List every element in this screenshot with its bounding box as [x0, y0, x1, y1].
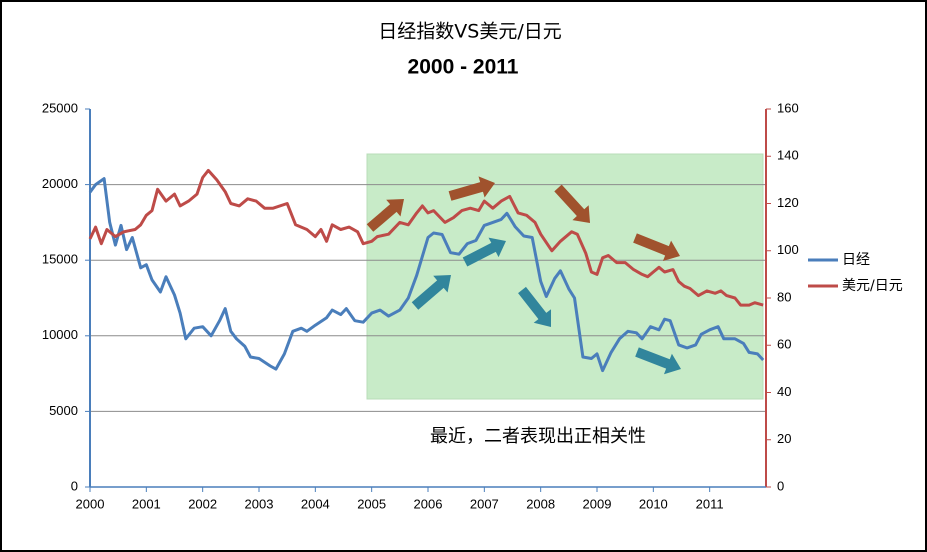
y2-tick-label: 60 — [777, 337, 791, 352]
arrow — [462, 237, 506, 267]
y-tick-label: 15000 — [42, 252, 78, 267]
series-line — [88, 177, 765, 373]
grid — [85, 108, 771, 492]
y2-tick-label: 80 — [777, 289, 791, 304]
arrow — [633, 233, 680, 262]
y2-tick-label: 100 — [777, 242, 799, 257]
arrows — [366, 176, 681, 375]
x-tick-label: 2002 — [188, 496, 217, 511]
x-tick-label: 2007 — [470, 496, 499, 511]
arrow — [635, 347, 681, 375]
x-tick-label: 2003 — [245, 496, 274, 511]
y-tick-label: 5000 — [49, 403, 78, 418]
y2-tick-label: 0 — [777, 478, 784, 493]
series-line — [88, 168, 764, 307]
x-tick-label: 2011 — [696, 496, 724, 511]
x-tick-label: 2001 — [132, 496, 161, 511]
arrow — [518, 286, 552, 327]
x-tick-label: 2004 — [301, 496, 330, 511]
x-tick-label: 2000 — [76, 496, 105, 511]
x-tick-label: 2009 — [583, 496, 612, 511]
chart-subtitle: 2000 - 2011 — [408, 56, 519, 79]
arrow — [448, 176, 495, 201]
y2-tick-label: 160 — [777, 100, 799, 115]
x-tick-label: 2010 — [639, 496, 668, 511]
y2-tick-label: 140 — [777, 148, 799, 163]
annotation: 最近，二者表现出正相关性 — [430, 426, 646, 447]
y-tick-label: 10000 — [42, 327, 78, 342]
arrow — [411, 275, 451, 310]
x-tick-label: 2005 — [357, 496, 386, 511]
y2-tick-label: 20 — [777, 431, 791, 446]
arrow — [366, 199, 404, 232]
y2-tick-label: 120 — [777, 195, 799, 210]
x-tick-label: 2006 — [414, 496, 443, 511]
x-tick-label: 2008 — [526, 496, 555, 511]
y-tick-label: 20000 — [42, 176, 78, 191]
legend-label: 美元/日元 — [842, 278, 903, 294]
y-tick-label: 0 — [71, 478, 78, 493]
y2-tick-label: 40 — [777, 384, 791, 399]
arrow — [554, 184, 590, 223]
legend-label: 日经 — [842, 252, 870, 268]
chart-title: 日经指数VS美元/日元 — [378, 21, 561, 43]
lines — [88, 168, 765, 373]
y-tick-label: 25000 — [42, 100, 78, 115]
